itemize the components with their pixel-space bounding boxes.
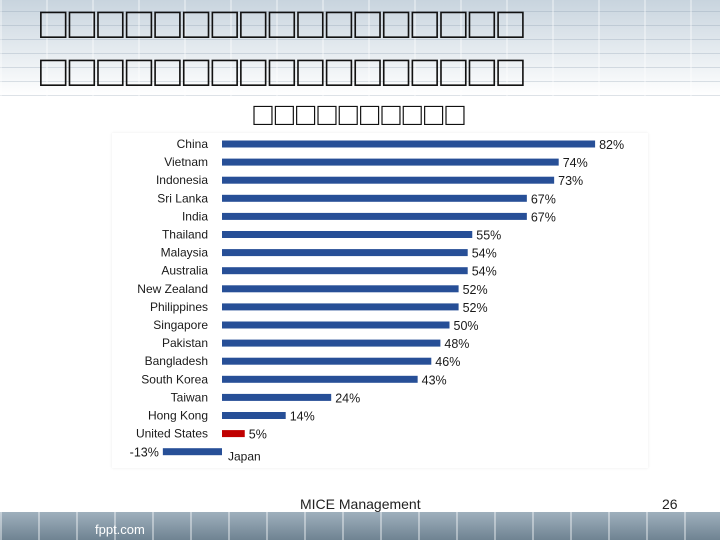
value-label-singapore: 50%	[454, 319, 479, 333]
footer-title: MICE Management	[300, 496, 421, 512]
category-label-vietnam: Vietnam	[164, 155, 208, 169]
category-label-china: China	[177, 137, 209, 151]
category-label-indonesia: Indonesia	[156, 173, 208, 187]
value-label-indonesia: 73%	[558, 174, 583, 188]
category-label-thailand: Thailand	[162, 228, 208, 242]
value-label-bangladesh: 46%	[435, 355, 460, 369]
category-label-sri-lanka: Sri Lanka	[157, 191, 208, 205]
bar-malaysia	[222, 249, 468, 257]
bar-indonesia	[222, 176, 555, 184]
page-number: 26	[662, 496, 678, 512]
slide-title-line-1: □□□□□□□□□□□□□□□□□	[40, 0, 526, 48]
category-label-india: India	[182, 209, 208, 223]
category-label-hong-kong: Hong Kong	[148, 409, 208, 423]
bar-sri-lanka	[222, 194, 527, 202]
category-label-japan: Japan	[228, 450, 261, 464]
category-label-pakistan: Pakistan	[162, 336, 208, 350]
bar-pakistan	[222, 339, 441, 347]
value-label-hong-kong: 14%	[290, 410, 315, 424]
bar-thailand	[222, 231, 473, 238]
bar-australia	[222, 267, 468, 275]
category-label-taiwan: Taiwan	[171, 390, 208, 404]
bar-new-zealand	[222, 285, 459, 293]
value-label-new-zealand: 52%	[463, 283, 488, 297]
bar-japan	[162, 448, 222, 456]
bar-taiwan	[222, 393, 332, 401]
slide-title-line-2: □□□□□□□□□□□□□□□□□	[40, 47, 526, 96]
value-label-united-states: 5%	[249, 428, 267, 442]
value-label-malaysia: 54%	[472, 247, 497, 261]
category-label-south-korea: South Korea	[141, 372, 208, 386]
value-label-south-korea: 43%	[422, 373, 447, 387]
bar-india	[222, 212, 527, 220]
bar-vietnam	[222, 158, 559, 166]
bar-united-states	[222, 430, 245, 438]
value-label-vietnam: 74%	[563, 156, 588, 170]
value-label-taiwan: 24%	[335, 391, 360, 405]
chart-panel: China 82% Vietnam 74% Indonesia 73% Sri Lanka 6…	[112, 133, 648, 468]
category-label-malaysia: Malaysia	[161, 246, 209, 260]
footer-background	[0, 512, 720, 540]
value-label-philippines: 52%	[463, 301, 488, 315]
slide-title: □□□□□□□□□□□□□□□□□ □□□□□□□□□□□□□□□□□	[40, 0, 720, 96]
bar-bangladesh	[222, 357, 432, 365]
value-label-pakistan: 48%	[444, 337, 469, 351]
brand-logo-text: fppt.com	[95, 522, 145, 537]
category-label-bangladesh: Bangladesh	[145, 354, 208, 368]
bar-singapore	[222, 321, 450, 329]
bar-hong-kong	[222, 412, 286, 419]
bar-china	[222, 140, 596, 148]
value-label-india: 67%	[531, 210, 556, 224]
category-label-australia: Australia	[161, 264, 208, 278]
value-label-china: 82%	[599, 138, 624, 152]
bar-chart: China 82% Vietnam 74% Indonesia 73% Sri Lanka 6…	[130, 137, 624, 464]
category-label-united-states: United States	[136, 427, 208, 441]
category-label-new-zealand: New Zealand	[137, 282, 208, 296]
value-label-thailand: 55%	[476, 229, 501, 243]
category-label-singapore: Singapore	[153, 318, 208, 332]
value-label-sri-lanka: 67%	[531, 192, 556, 206]
slide-title-line-3: □□□□□□□□□□	[253, 96, 467, 132]
category-label-philippines: Philippines	[150, 300, 208, 314]
value-label-japan: -13%	[130, 446, 159, 460]
value-label-australia: 54%	[472, 265, 497, 279]
bar-philippines	[222, 303, 459, 311]
header-background	[0, 0, 720, 96]
bar-south-korea	[222, 375, 418, 383]
